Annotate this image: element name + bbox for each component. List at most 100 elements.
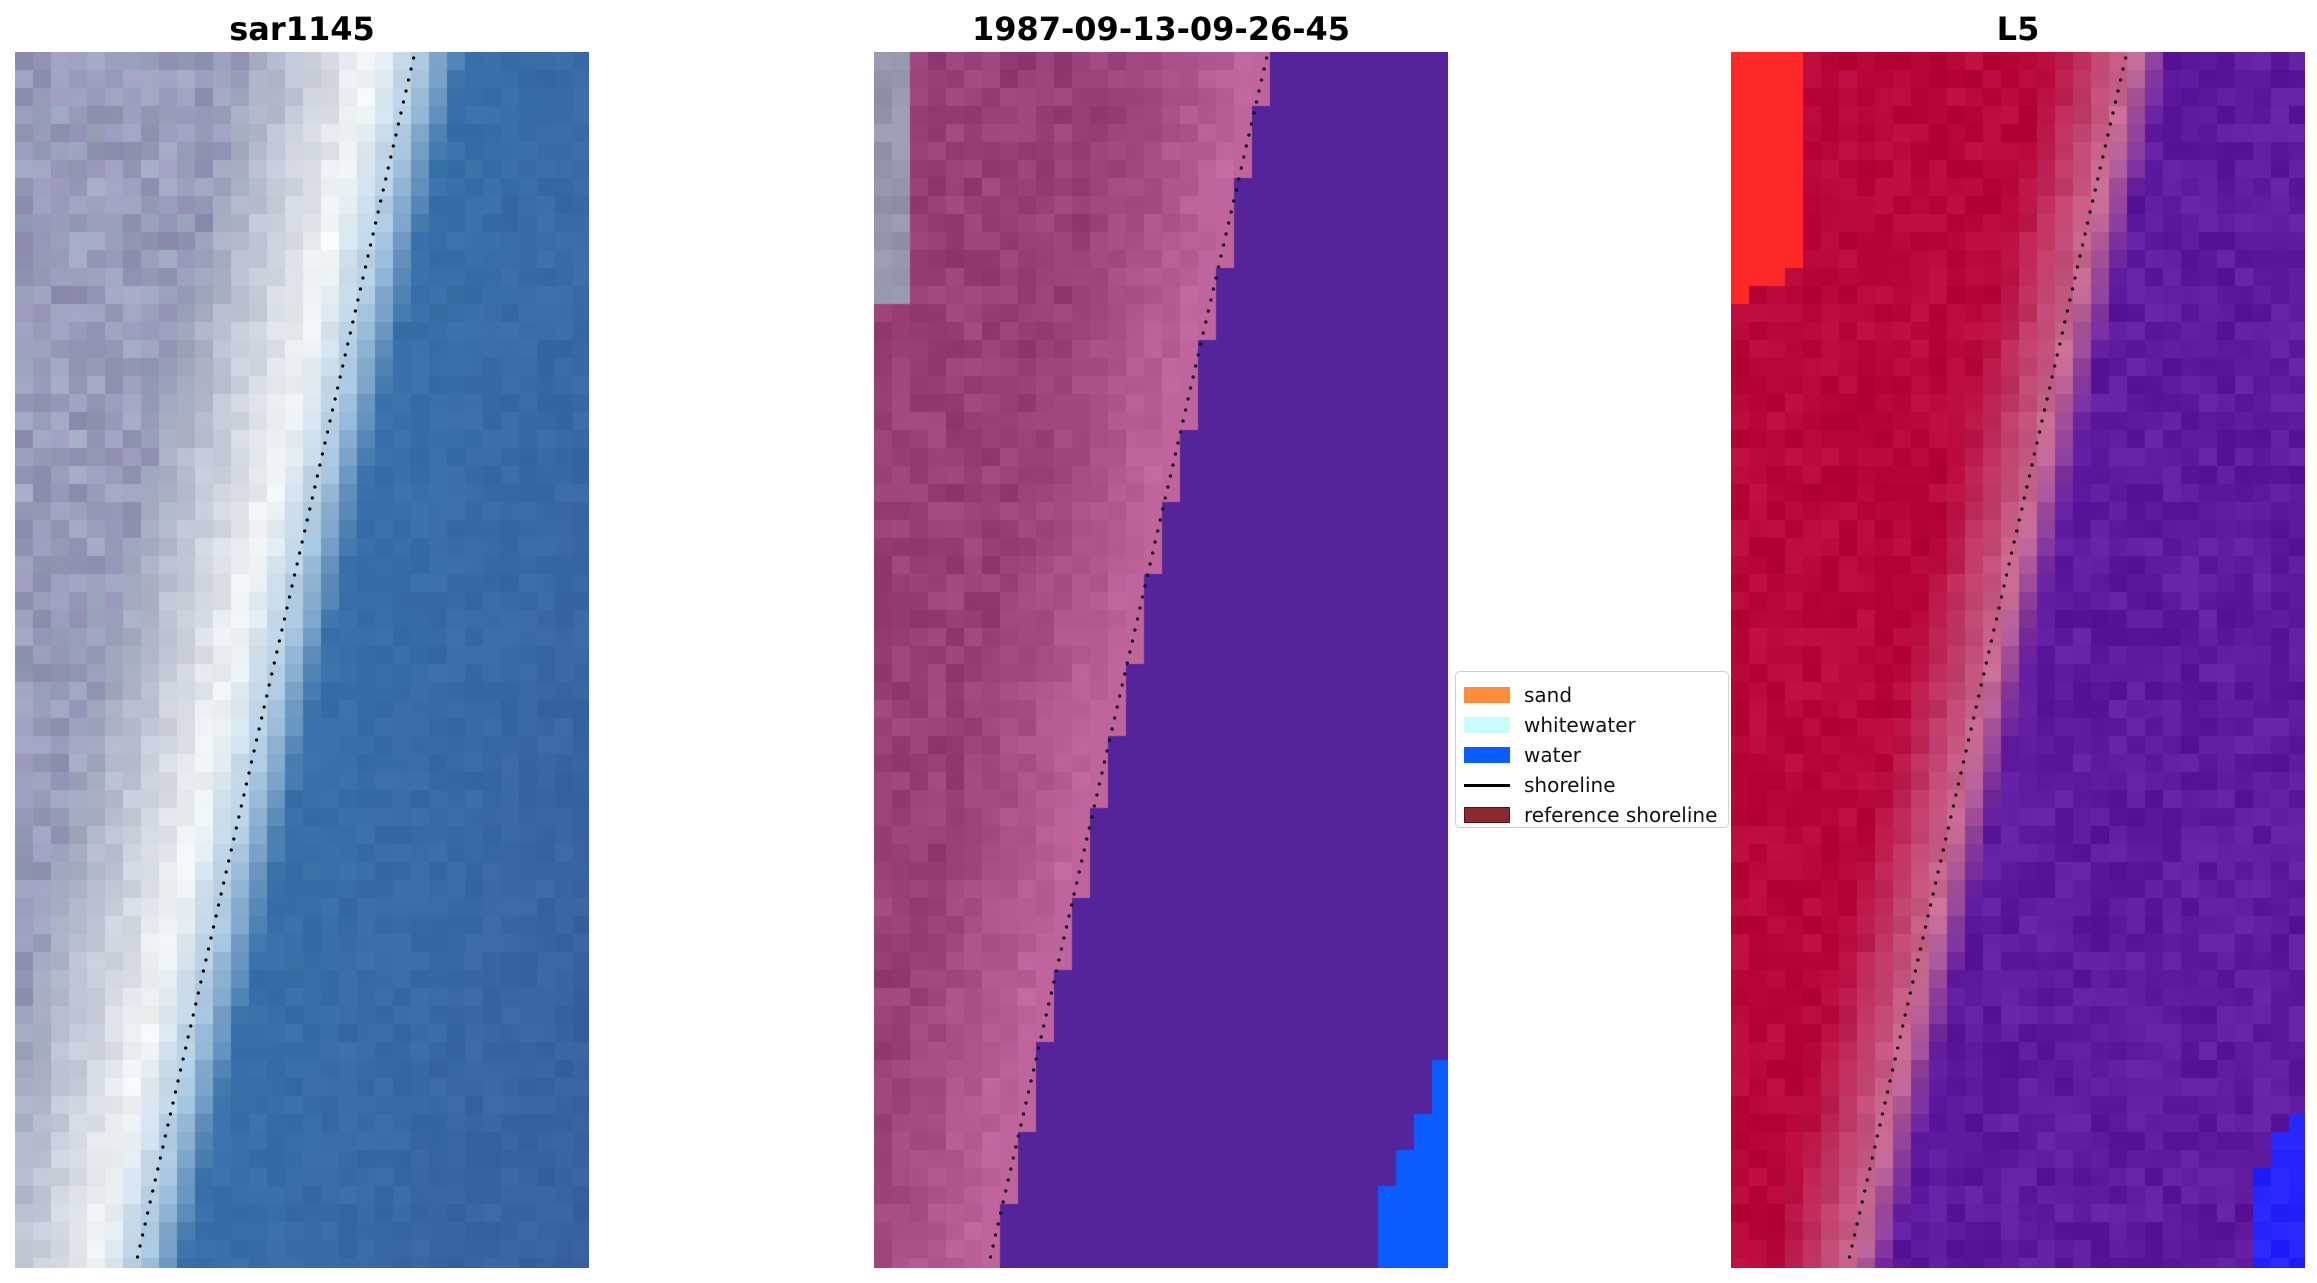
shoreline-point [292,573,297,577]
rgb-image [15,52,589,1268]
shoreline-point [1224,232,1228,236]
shoreline-point [1214,276,1218,280]
shoreline-point [2002,584,2006,588]
shoreline-point [1252,111,1256,115]
shoreline-point [1037,1046,1041,1050]
shoreline-point [1987,650,1991,654]
shoreline-point [1128,650,1132,654]
shoreline-point [1090,815,1094,819]
shoreline-point [1997,606,2001,610]
shoreline-point [260,716,264,720]
shoreline-point [1852,1233,1857,1237]
shoreline-point [308,507,312,511]
shoreline-point [1168,474,1172,478]
shoreline-point [1044,1013,1048,1017]
shoreline-point [1989,639,1993,643]
shoreline-point [315,474,319,478]
shoreline-point [991,1244,995,1248]
classification-panel [874,52,1448,1268]
shoreline-point [247,771,251,775]
shoreline-point [406,78,411,82]
shoreline-point [996,1222,1000,1226]
shoreline-point [993,1233,998,1237]
shoreline-point [1009,1167,1013,1171]
shoreline-point [1219,254,1223,258]
shoreline-point [135,1255,140,1259]
shoreline-point [1011,1156,1015,1160]
shoreline-point [1120,683,1124,687]
shoreline-point [2035,441,2039,445]
classification-image [874,52,1448,1268]
shoreline-point [1047,1002,1051,1006]
shoreline-point [2030,463,2034,467]
shoreline-point [1956,782,1961,786]
shoreline-point [282,617,287,621]
shoreline-point [2086,221,2090,225]
shoreline-point [1075,881,1079,885]
shoreline-point [374,221,378,225]
shoreline-point [1151,551,1155,555]
shoreline-point [1115,705,1119,709]
shoreline-point [204,958,208,962]
shoreline-point [1234,188,1238,192]
shoreline-point [1113,716,1117,720]
shoreline-point [384,177,388,181]
shoreline-point [2098,166,2102,170]
shoreline-point [2078,254,2082,258]
shoreline-point [338,375,342,379]
shoreline-point [1873,1145,1877,1149]
shoreline-point [1923,925,1928,929]
shoreline-point [2040,419,2044,423]
shoreline-point [363,265,368,269]
shoreline-point [1999,595,2004,599]
shoreline-point [171,1101,175,1105]
shoreline-point [181,1057,185,1061]
shoreline-point [988,1255,993,1259]
shoreline-point [1100,771,1104,775]
shoreline-point [2103,144,2107,148]
shoreline-point [254,738,259,742]
shoreline-point [394,133,398,137]
shoreline-point [336,386,340,390]
shoreline-point [328,419,332,423]
shoreline-point [1148,562,1152,566]
shoreline-point [2025,485,2029,489]
shoreline-point [376,210,380,214]
shoreline-point [1123,672,1127,676]
shoreline-point [138,1244,142,1248]
sand-swatch-icon [1464,687,1510,703]
shoreline-point [1077,870,1081,874]
shoreline-point [1118,694,1122,698]
shoreline-point [166,1123,170,1127]
shoreline-point [1903,1013,1907,1017]
index-panel [1731,52,2305,1268]
shoreline-point [285,606,289,610]
shoreline-point [1125,661,1129,665]
shoreline-point [1982,672,1986,676]
shoreline-point [1939,859,1943,863]
shoreline-line-icon [1464,783,1510,787]
shoreline-point [262,705,266,709]
shoreline-point [186,1035,190,1039]
shoreline-point [1057,958,1061,962]
shoreline-point [227,859,231,863]
shoreline-point [1868,1167,1872,1171]
shoreline-point [1858,1211,1862,1215]
shoreline-point [151,1189,155,1193]
shoreline-point [1092,804,1096,808]
shoreline-point [1979,683,1983,687]
shoreline-point [1885,1090,1890,1094]
shoreline-point [209,936,213,940]
shoreline-point [267,683,271,687]
shoreline-point [184,1046,188,1050]
shoreline-point [1140,595,1145,599]
shoreline-point [1936,870,1940,874]
shoreline-point [1221,243,1226,247]
shoreline-point [1039,1035,1043,1039]
shoreline-point [161,1145,165,1149]
shoreline-point [1133,628,1137,632]
shoreline-point [1875,1134,1879,1138]
shoreline-point [1918,947,1923,951]
shoreline-point [206,947,211,951]
shoreline-point [2118,78,2123,82]
